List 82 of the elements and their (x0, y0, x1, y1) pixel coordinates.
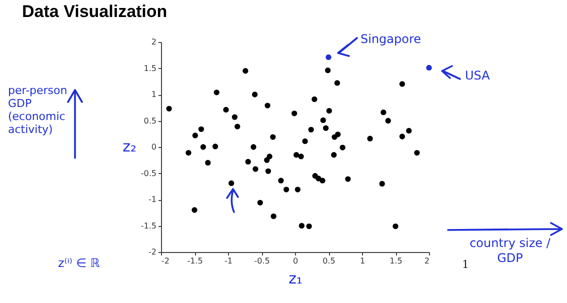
point (252, 92, 258, 98)
point (205, 160, 211, 166)
point (298, 222, 305, 229)
point (212, 144, 218, 150)
point (335, 132, 341, 138)
point (367, 136, 373, 142)
point (331, 152, 337, 158)
point (292, 110, 298, 116)
text: z⁽ⁱ⁾ ∈ ℝ (58, 256, 101, 271)
point (270, 134, 276, 140)
point (264, 157, 270, 163)
point (312, 96, 318, 102)
point (302, 138, 308, 144)
point (325, 68, 331, 74)
x-tick-label: 0 (292, 256, 298, 266)
point (278, 178, 284, 184)
x-tick-label: 0.5 (322, 256, 336, 266)
annotation: Singapore (360, 32, 422, 46)
x-tick-label: -1 (224, 256, 232, 266)
x-tick-label: -2 (162, 256, 170, 266)
point (379, 180, 385, 187)
point (214, 90, 220, 96)
x-tick-label: 2 (424, 256, 430, 266)
point (320, 178, 326, 184)
point (426, 64, 432, 71)
point (257, 200, 263, 206)
point (192, 132, 198, 138)
point (245, 158, 251, 165)
point (380, 110, 386, 116)
x-tick-label: -0.5 (254, 256, 270, 266)
point (399, 134, 406, 140)
y-tick-label: -0.5 (140, 168, 156, 178)
point (294, 152, 300, 158)
y-tick-label: 1 (151, 90, 156, 99)
x-axis-title: z₁ (288, 270, 302, 288)
point (392, 223, 398, 230)
point (234, 124, 240, 130)
point (283, 186, 290, 192)
point (223, 106, 229, 113)
point (334, 80, 340, 86)
point (186, 150, 192, 156)
point (294, 186, 301, 192)
point (345, 176, 351, 182)
y-axis-title: z₂ (122, 138, 136, 156)
point (414, 150, 420, 156)
point (406, 128, 412, 134)
chart-title: Data Visualization (22, 2, 168, 22)
y-tick-label: 0.5 (144, 116, 156, 126)
annotation: USA (465, 68, 491, 83)
point (242, 68, 248, 74)
point (298, 154, 304, 160)
point (322, 125, 329, 131)
point (306, 223, 312, 230)
text: per-person GDP (economic activity) (8, 84, 68, 136)
point (264, 102, 270, 108)
point (200, 144, 206, 150)
point (320, 117, 326, 124)
point (399, 81, 406, 87)
y-tick-label: -1.5 (140, 221, 156, 230)
point (326, 108, 332, 114)
point (166, 106, 172, 112)
point (250, 144, 256, 150)
point (385, 118, 391, 124)
point (340, 144, 346, 150)
point (308, 126, 314, 132)
point (198, 126, 204, 132)
y-tick-label: 1.5 (144, 64, 156, 73)
y-tick-label: -2 (148, 248, 156, 256)
point (270, 213, 276, 220)
point (228, 180, 234, 186)
x-tick-label: 1.5 (390, 256, 402, 266)
point (265, 168, 272, 174)
point (252, 166, 258, 172)
point (232, 114, 238, 120)
y-tick-label: 2 (151, 38, 156, 46)
y-tick-label: -1 (148, 195, 156, 204)
x-tick-label: -1.5 (187, 256, 203, 266)
y-tick-label: 0 (151, 142, 156, 152)
point (192, 207, 198, 213)
point (326, 54, 332, 60)
text: country size / GDP (470, 236, 550, 265)
x-tick-label: 1 (360, 256, 366, 266)
